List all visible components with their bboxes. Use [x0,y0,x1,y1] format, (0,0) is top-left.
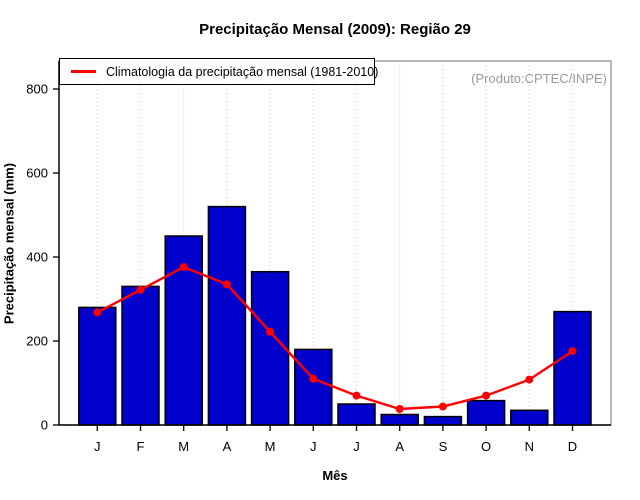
bar-A-8 [380,413,419,426]
x-axis-label: Mês [322,468,348,483]
x-tick-label: J [310,439,317,454]
legend-line-icon [71,70,96,73]
x-tick-label: J [94,439,101,454]
bar-J-7 [337,403,376,426]
axis-ticks [53,88,574,431]
x-tick-label: M [178,439,189,454]
bar-O-10 [466,399,506,426]
watermark: (Produto:CPTEC/INPE) [471,71,607,86]
climatology-point-9 [438,402,447,411]
precipitation-bars [78,205,592,426]
gridlines [96,61,573,425]
x-tick-label: N [525,439,534,454]
climatology-point-4 [222,280,231,289]
bar-M-5 [250,270,290,426]
x-tick-label: A [223,439,232,454]
legend: Climatologia da precipitação mensal (198… [59,58,379,85]
climatology-point-1 [93,308,102,317]
legend-label: Climatologia da precipitação mensal (198… [106,64,379,79]
bar-F-2 [121,285,160,426]
tick-labels: 0 200 400 600 800 J F M A M J J A S O N D [26,82,577,455]
climatology-point-3 [179,263,188,272]
y-tick-label: 800 [26,82,48,97]
y-tick-label: 600 [26,166,48,181]
bar-A-4 [207,205,247,426]
climatology-polyline [96,265,574,411]
y-tick-label: 200 [26,334,48,349]
bar-J-1 [78,306,117,426]
climatology-point-7 [352,391,361,400]
climatology-point-2 [136,285,145,294]
climatology-point-10 [482,391,491,400]
x-tick-label: J [353,439,360,454]
y-tick-label: 0 [41,418,48,433]
climatology-point-12 [568,347,577,356]
climatology-point-6 [309,374,318,383]
climatology-point-11 [525,375,534,384]
bar-S-9 [423,415,463,426]
bar-J-6 [294,348,333,426]
climatology-point-8 [395,405,404,413]
x-tick-label: O [481,439,491,454]
x-tick-label: D [568,439,577,454]
x-tick-label: M [265,439,276,454]
x-tick-label: A [395,439,404,454]
chart-title: Precipitação Mensal (2009): Região 29 [199,21,471,38]
climatology-point-5 [266,327,275,336]
climatology-line [93,263,577,413]
bar-N-11 [510,409,549,426]
y-tick-label: 400 [26,250,48,265]
x-tick-label: S [439,439,448,454]
bar-D-12 [553,310,592,426]
x-tick-label: F [137,439,145,454]
